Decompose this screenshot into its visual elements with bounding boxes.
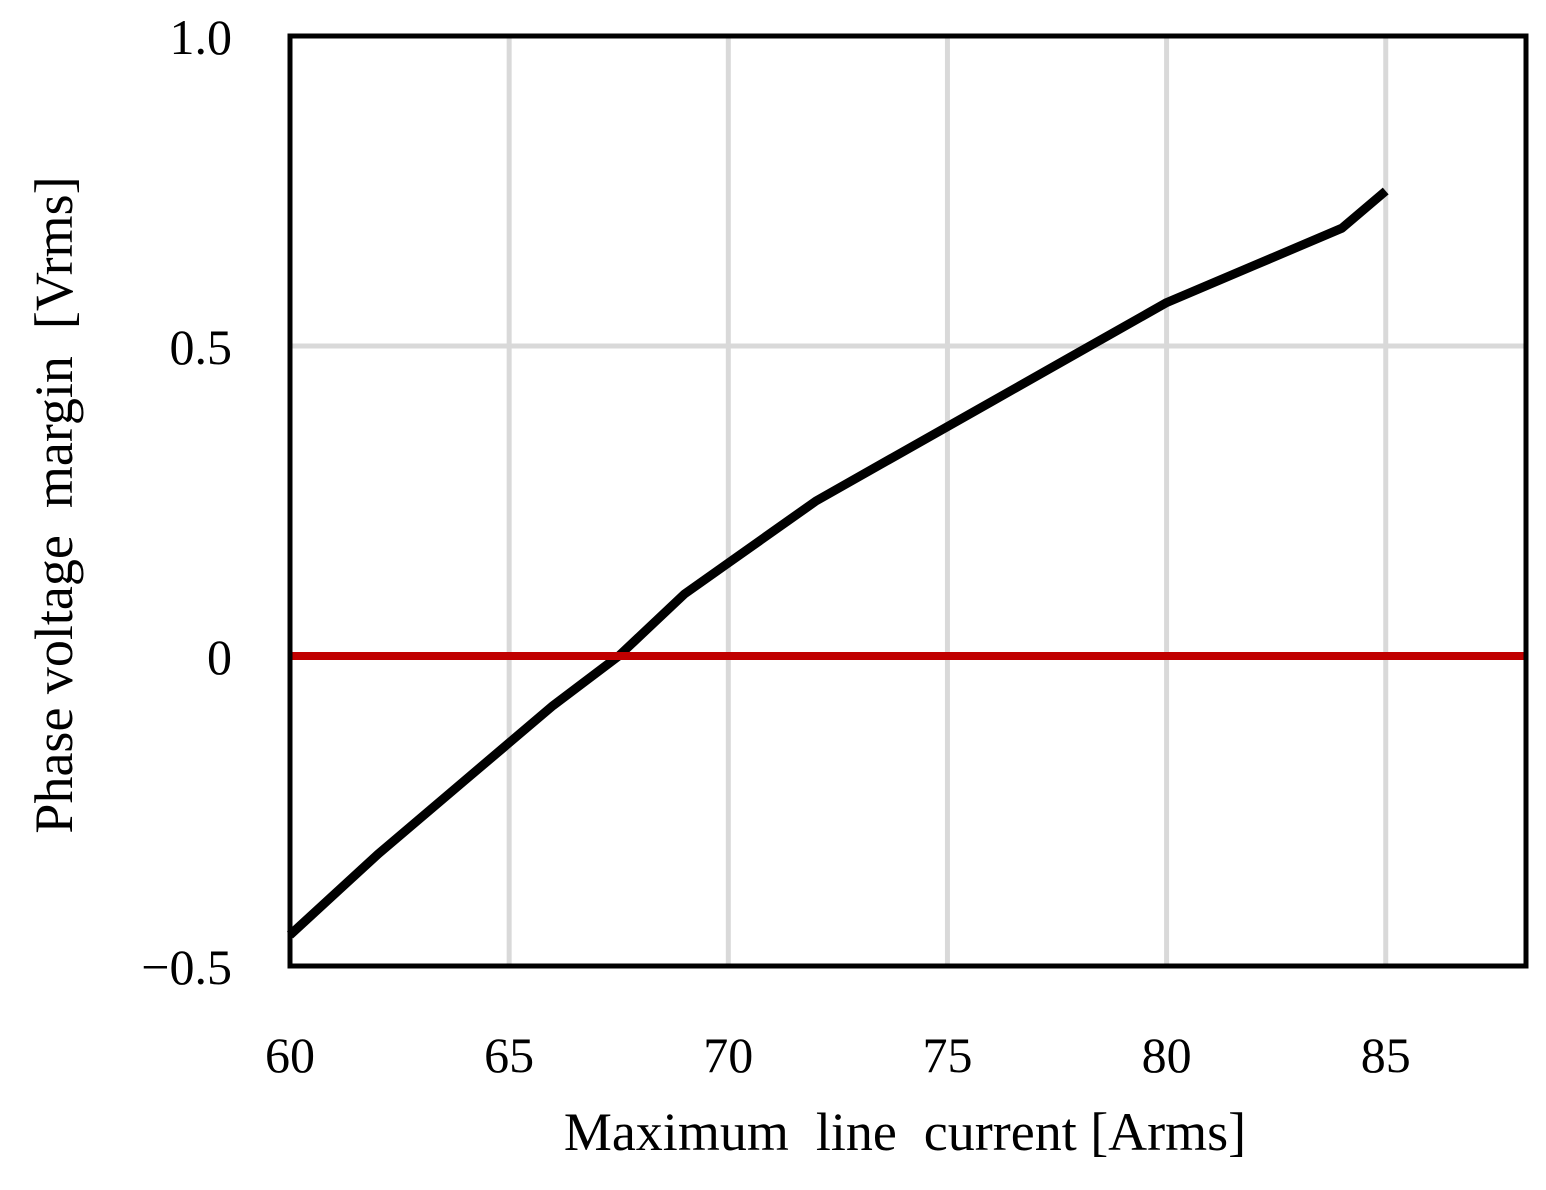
x-tick-label: 80 [1142,1027,1192,1083]
x-tick-label: 85 [1361,1027,1411,1083]
y-tick-label: 0.5 [170,319,233,375]
y-tick-label: 0 [207,629,232,685]
y-axis-tick-labels: −0.5 0 0.5 1.0 [141,9,232,995]
series-line-0 [286,187,1389,939]
x-tick-label: 65 [484,1027,534,1083]
x-tick-label: 60 [265,1027,315,1083]
y-axis-title: Phase voltage margin [Vrms] [24,176,84,833]
y-tick-label: −0.5 [141,939,232,995]
x-tick-label: 75 [922,1027,972,1083]
plot-area-frame [287,33,1529,969]
x-axis-title: Maximum line current [Arms] [564,1102,1246,1162]
series-lines [286,187,1526,939]
y-tick-label: 1.0 [170,9,233,65]
x-tick-label: 70 [703,1027,753,1083]
grid-lines [287,33,1526,969]
x-axis-tick-labels: 60 65 70 75 80 85 [265,1027,1411,1083]
